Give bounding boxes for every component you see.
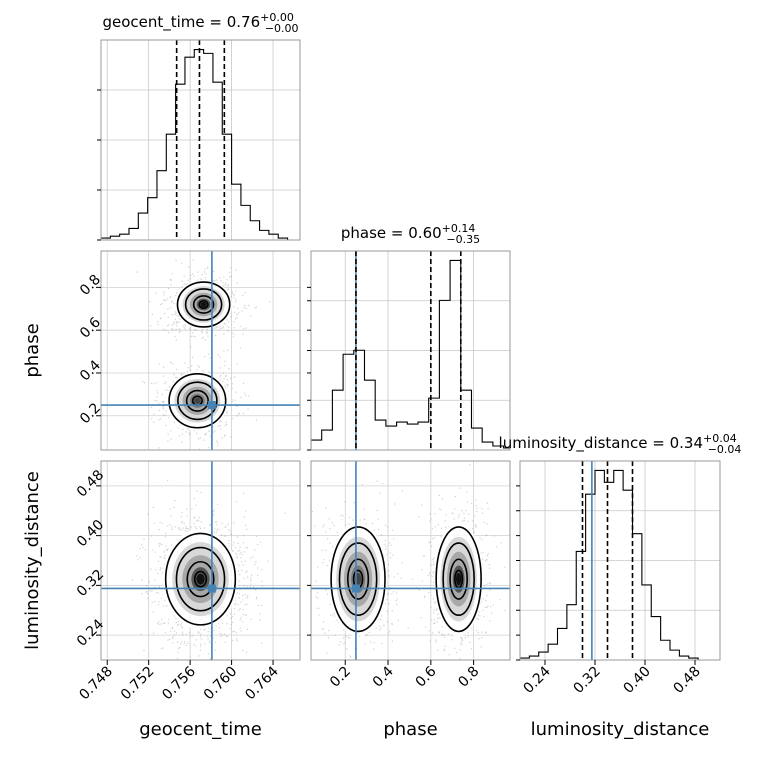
contour-line [192, 295, 215, 314]
title-sup: +0.04 [703, 432, 737, 445]
density-panel-geocent_time-luminosity_distance [100, 460, 301, 661]
y-tick-label: 0.6 [77, 314, 104, 341]
contour-line [338, 542, 378, 617]
panel-content [311, 461, 510, 660]
x-tick-label: 0.748 [76, 664, 116, 704]
hist-title-luminosity_distance: luminosity_distance = 0.34+0.04 −0.04 [499, 432, 742, 456]
density-core [455, 572, 462, 586]
truth-marker [207, 401, 216, 410]
contour-line [347, 558, 370, 600]
density-panel-phase-luminosity_distance [310, 460, 511, 661]
x-axis-label-geocent_time: geocent_time [139, 719, 262, 740]
y-axis-label-luminosity_distance: luminosity_distance [22, 471, 43, 650]
contour-line [193, 570, 208, 588]
contour-line [184, 288, 223, 321]
title-sub: −0.04 [708, 443, 742, 456]
y-tick-label: 0.4 [77, 357, 104, 384]
title-sup: +0.00 [260, 11, 294, 24]
y-tick-label: 0.2 [77, 400, 104, 427]
y-tick-label: 0.40 [74, 517, 107, 550]
panel-content [101, 251, 300, 450]
title-sub: −0.35 [446, 233, 480, 246]
x-tick-label: 0.32 [570, 664, 603, 697]
x-tick-label: 0.760 [201, 664, 241, 704]
panel-content [101, 461, 300, 660]
contour-line [435, 526, 482, 633]
contour-line [168, 373, 227, 429]
title-sup: +0.14 [442, 222, 476, 235]
scatter-points [131, 480, 286, 660]
density-core [196, 573, 205, 585]
x-tick-label: 0.764 [242, 663, 282, 703]
x-tick-label: 0.6 [413, 663, 440, 690]
contour-line [449, 558, 469, 600]
x-tick-label: 0.48 [670, 664, 703, 697]
panel-frame [100, 250, 301, 451]
x-tick-label: 0.756 [159, 663, 199, 703]
truth-marker [207, 584, 216, 593]
title-base: phase = 0.60 [341, 224, 442, 242]
contour-line [330, 526, 386, 633]
x-axis-label-luminosity_distance: luminosity_distance [531, 719, 710, 740]
x-tick-label: 0.8 [455, 664, 482, 691]
x-tick-label: 0.752 [118, 664, 158, 704]
hist-title-phase: phase = 0.60+0.14 −0.35 [341, 222, 480, 246]
x-tick-label: 0.4 [370, 663, 397, 690]
density-panel-geocent_time-phase [100, 250, 301, 451]
panel-frame [100, 460, 301, 661]
contour-line [176, 281, 231, 328]
contour-line [186, 560, 215, 598]
histogram-step [311, 259, 510, 450]
density-core [200, 301, 207, 308]
title-base: luminosity_distance = 0.34 [499, 434, 703, 453]
contour-line [185, 389, 209, 412]
y-tick-label: 0.32 [74, 567, 107, 600]
title-sub: −0.00 [265, 22, 299, 35]
truth-marker [351, 584, 360, 593]
title-base: geocent_time = 0.76 [102, 13, 260, 32]
x-tick-label: 0.2 [327, 664, 354, 691]
y-tick-label: 0.24 [74, 616, 107, 649]
contour-line [164, 532, 237, 626]
y-tick-label: 0.48 [74, 467, 107, 500]
density-core [194, 397, 201, 404]
histogram-step [101, 48, 300, 240]
y-axis-label-phase: phase [22, 323, 43, 377]
contour-line [177, 381, 218, 421]
contour-line [175, 546, 226, 612]
contour-line [198, 299, 209, 310]
panel-frame [310, 460, 511, 661]
x-tick-label: 0.24 [520, 663, 553, 696]
x-tick-label: 0.40 [620, 664, 653, 697]
contour-line [442, 542, 475, 617]
x-axis-label-phase: phase [383, 719, 437, 740]
hist-title-geocent_time: geocent_time = 0.76+0.00 −0.00 [102, 11, 298, 35]
y-tick-label: 0.8 [77, 272, 104, 299]
histogram-step [520, 469, 720, 660]
